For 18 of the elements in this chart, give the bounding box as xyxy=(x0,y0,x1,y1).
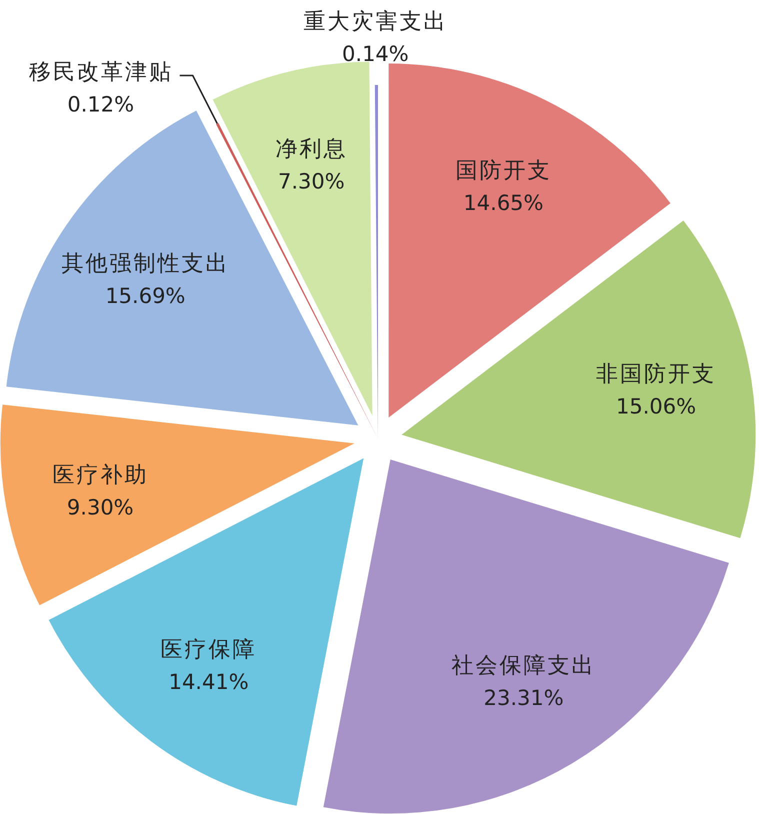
data-label: 14.41% xyxy=(168,670,249,694)
slice-label: 社会保障支出 xyxy=(452,653,596,678)
data-label: 23.31% xyxy=(484,686,564,710)
data-label: 7.30% xyxy=(278,170,345,194)
slice-label: 移民改革津贴 xyxy=(28,60,173,85)
slice-label: 国防开支 xyxy=(455,158,552,184)
data-label: 15.69% xyxy=(105,284,186,308)
data-label: 9.30% xyxy=(66,495,134,520)
data-label: 15.06% xyxy=(616,394,696,418)
data-label: 14.65% xyxy=(463,190,544,215)
slice-label: 医疗保障 xyxy=(160,637,257,662)
slice-label: 重大灾害支出 xyxy=(303,10,448,35)
slice-label: 其他强制性支出 xyxy=(61,251,230,276)
data-label: 0.12% xyxy=(67,92,134,116)
slice-label: 医疗补助 xyxy=(52,462,148,488)
slice-label: 净利息 xyxy=(275,137,348,162)
slice-label: 非国防开支 xyxy=(596,362,716,387)
data-label: 0.14% xyxy=(342,42,409,66)
